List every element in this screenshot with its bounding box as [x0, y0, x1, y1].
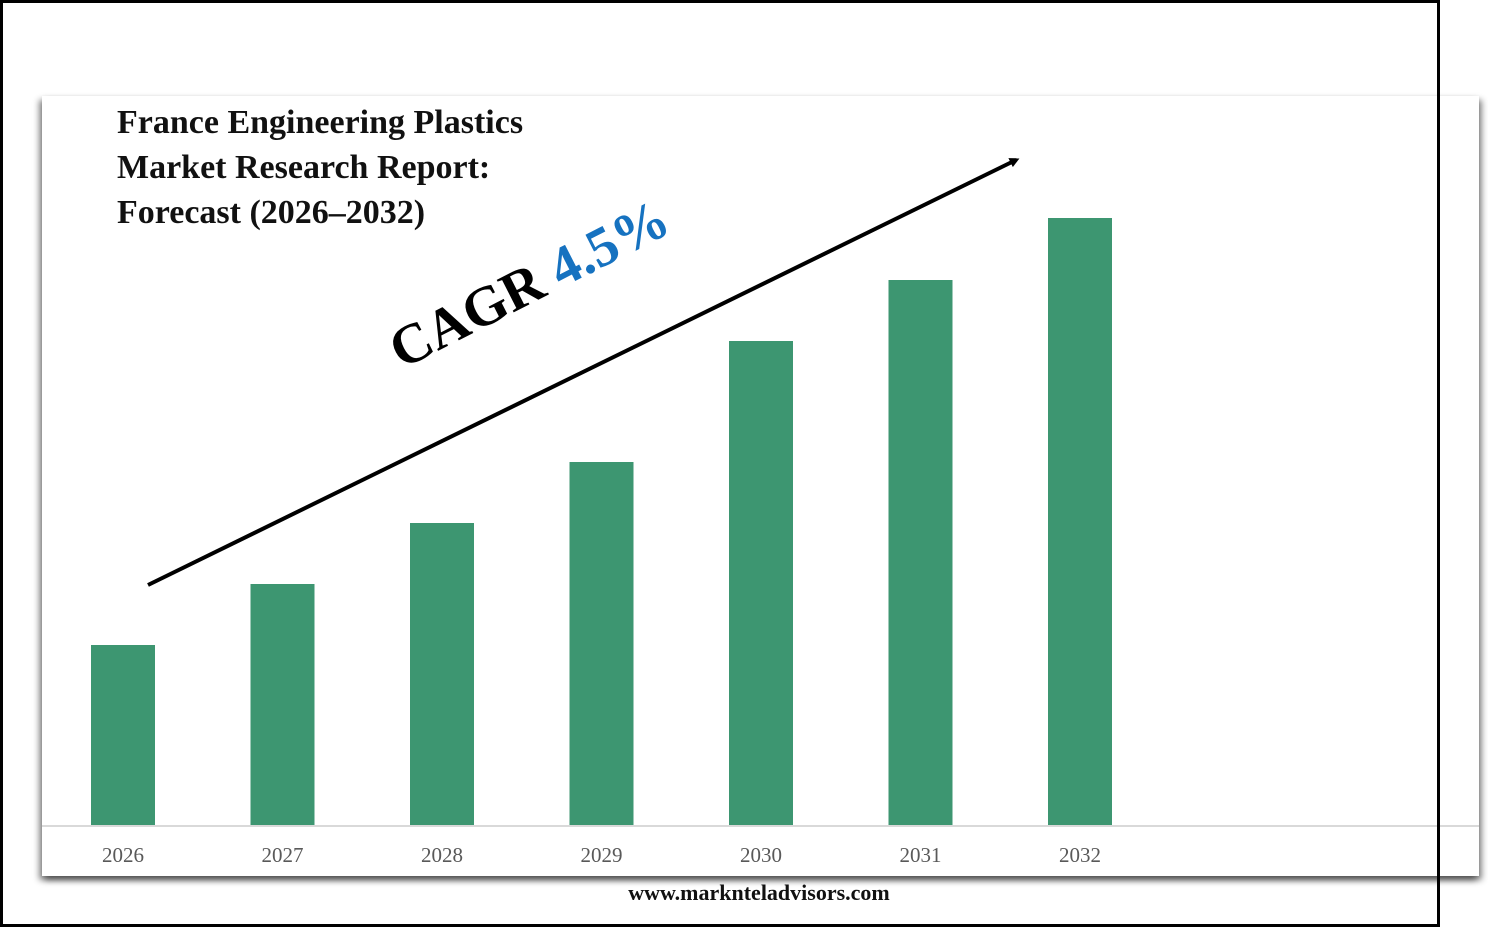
x-tick-label-2027: 2027: [262, 843, 304, 867]
x-tick-label-2031: 2031: [900, 843, 942, 867]
chart-title-line-1: France Engineering Plastics: [117, 104, 524, 141]
x-tick-label-2030: 2030: [740, 843, 782, 867]
x-tick-labels: 2026 2027 2028 2029 2030 2031 2032: [102, 843, 1101, 867]
bar-2028: [410, 523, 474, 826]
chart-title: France Engineering Plastics Market Resea…: [117, 100, 523, 235]
x-tick-label-2026: 2026: [102, 843, 144, 867]
chart-title-line-2: Market Research Report:: [117, 149, 491, 186]
bars-group: [91, 218, 1112, 826]
x-tick-label-2029: 2029: [581, 843, 623, 867]
source-url: www.marknteladvisors.com: [628, 880, 890, 905]
bar-2027: [250, 584, 315, 826]
x-tick-label-2028: 2028: [421, 843, 463, 867]
bar-2030: [729, 341, 793, 826]
chart-title-line-3: Forecast (2026–2032): [117, 194, 426, 231]
bar-2029: [569, 462, 634, 826]
bar-2032: [1048, 218, 1112, 826]
x-tick-label-2032: 2032: [1059, 843, 1101, 867]
cagr-trend-arrow: [147, 158, 1020, 587]
bar-2031: [888, 280, 953, 826]
bar-2026: [91, 645, 155, 826]
